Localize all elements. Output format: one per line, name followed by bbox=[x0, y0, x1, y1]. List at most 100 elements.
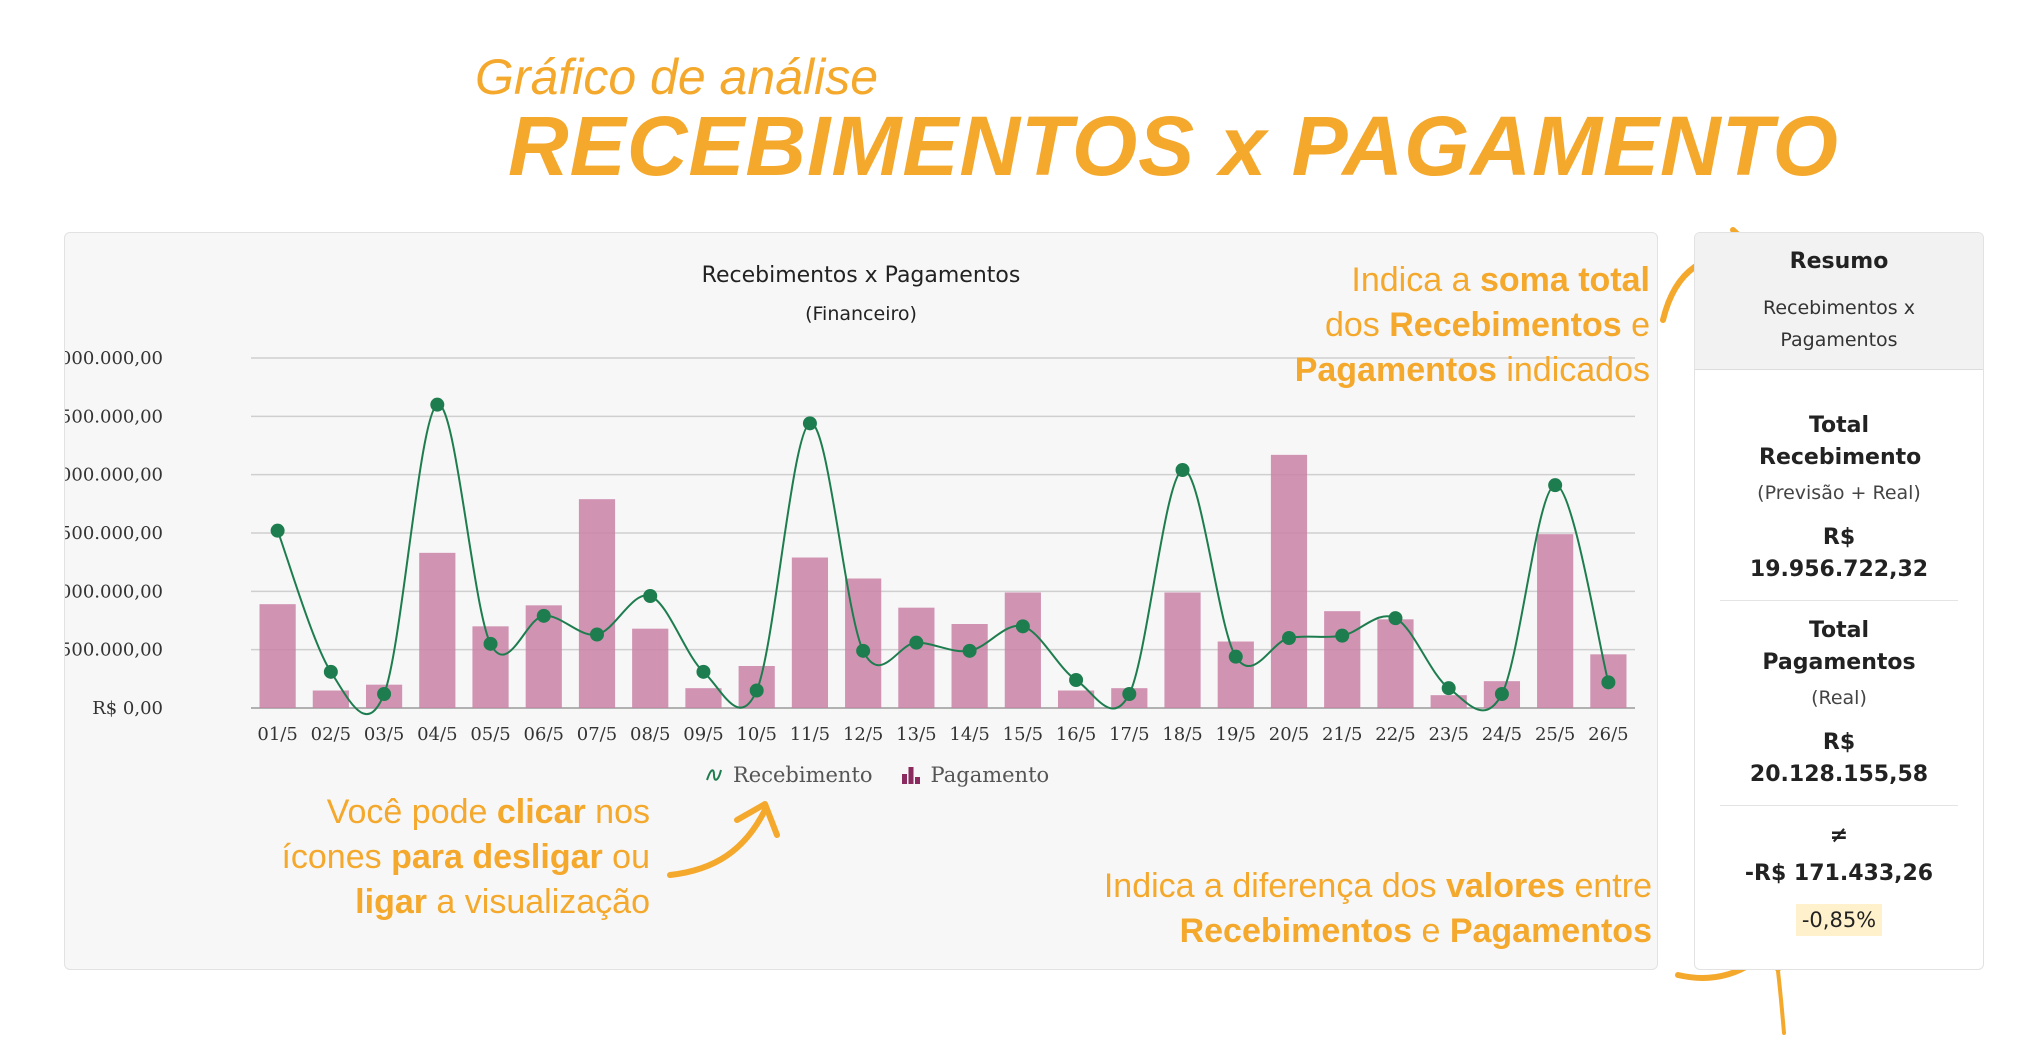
point-recebimento bbox=[909, 635, 924, 650]
y-tick-label: R$ 1.500.000,00 bbox=[65, 523, 163, 544]
chart-title: Recebimentos x Pagamentos bbox=[701, 263, 1021, 288]
y-tick-label: R$ 500.000,00 bbox=[65, 640, 163, 661]
annotation-soma-total: Indica a soma total dos Recebimentos e P… bbox=[1294, 261, 1650, 389]
x-tick-label: 21/5 bbox=[1322, 724, 1362, 745]
x-tick-label: 20/5 bbox=[1269, 724, 1309, 745]
total-pagamentos-currency: R$ bbox=[1822, 730, 1856, 755]
x-tick-label: 18/5 bbox=[1162, 724, 1202, 745]
x-tick-label: 11/5 bbox=[790, 724, 830, 745]
total-pagamentos-block: Total Pagamentos (Real) R$ 20.128.155,58 bbox=[1695, 615, 1983, 791]
bar-pagamento bbox=[791, 557, 829, 708]
point-recebimento bbox=[856, 643, 871, 658]
point-recebimento bbox=[483, 636, 498, 651]
x-tick-label: 23/5 bbox=[1428, 724, 1468, 745]
total-recebimento-block: Total Recebimento (Previsão + Real) R$ 1… bbox=[1695, 410, 1983, 586]
bar-pagamento bbox=[259, 604, 296, 708]
point-recebimento bbox=[696, 664, 711, 679]
x-tick-label: 03/5 bbox=[364, 724, 404, 745]
point-recebimento bbox=[1228, 649, 1243, 664]
total-recebimento-label: Total Recebimento bbox=[1759, 413, 1922, 470]
point-recebimento bbox=[802, 416, 817, 431]
chart-panel: Recebimentos x Pagamentos (Financeiro) R… bbox=[64, 232, 1658, 970]
chart-legend: Recebimento Pagamento bbox=[705, 763, 1049, 787]
x-tick-label: 06/5 bbox=[524, 724, 564, 745]
header-subtitle: Gráfico de análise bbox=[475, 49, 879, 105]
x-tick-label: 22/5 bbox=[1375, 724, 1415, 745]
line-series-icon bbox=[706, 769, 722, 781]
bar-pagamento bbox=[632, 628, 669, 708]
x-tick-label: 26/5 bbox=[1588, 724, 1628, 745]
bar-pagamento bbox=[1164, 592, 1201, 708]
bar-pagamento bbox=[419, 552, 456, 708]
point-recebimento bbox=[1069, 673, 1084, 687]
annotation-click-icons: Você pode clicar nos ícones para desliga… bbox=[281, 793, 650, 921]
x-tick-label: 25/5 bbox=[1535, 724, 1575, 745]
summary-panel: Resumo Recebimentos x Pagamentos Total R… bbox=[1694, 232, 1984, 970]
chart-subtitle: (Financeiro) bbox=[805, 303, 917, 325]
point-recebimento bbox=[323, 664, 338, 679]
x-tick-label: 19/5 bbox=[1216, 724, 1256, 745]
point-recebimento bbox=[1548, 478, 1563, 493]
x-tick-label: 24/5 bbox=[1482, 724, 1522, 745]
bar-pagamento bbox=[578, 499, 616, 708]
point-recebimento bbox=[1122, 687, 1137, 701]
chart-plot: R$ 0,00 R$ 500.000,00 R$ 1.000.000,00 R$ 1.… bbox=[65, 348, 1635, 745]
total-recebimento-value: 19.956.722,32 bbox=[1749, 557, 1929, 582]
x-tick-label: 09/5 bbox=[683, 724, 723, 745]
point-recebimento bbox=[749, 683, 764, 698]
summary-header: Resumo Recebimentos x Pagamentos bbox=[1695, 233, 1983, 370]
bar-pagamento bbox=[312, 690, 349, 708]
point-recebimento bbox=[1015, 619, 1030, 634]
summary-subtitle: Recebimentos x Pagamentos bbox=[1762, 297, 1915, 351]
x-tick-label: 02/5 bbox=[311, 724, 351, 745]
x-tick-label: 01/5 bbox=[257, 724, 297, 745]
bar-pagamento bbox=[685, 688, 722, 708]
x-tick-label: 14/5 bbox=[949, 724, 989, 745]
summary-divider bbox=[1720, 600, 1958, 601]
x-tick-label: 15/5 bbox=[1003, 724, 1043, 745]
point-recebimento bbox=[270, 523, 285, 538]
not-equal-icon: ≠ bbox=[1829, 823, 1849, 848]
y-tick-label: R$ 3.000.000,00 bbox=[65, 348, 163, 369]
summary-divider bbox=[1720, 805, 1958, 806]
bar-pagamento bbox=[1537, 534, 1574, 708]
bar-pagamento bbox=[951, 624, 988, 708]
legend-item-recebimento[interactable]: Recebimento bbox=[705, 763, 873, 787]
bar-series-icon bbox=[901, 767, 920, 784]
total-recebimento-currency: R$ bbox=[1822, 525, 1856, 550]
x-tick-label: 12/5 bbox=[843, 724, 883, 745]
point-recebimento bbox=[1335, 628, 1350, 643]
total-recebimento-note: (Previsão + Real) bbox=[1757, 482, 1921, 504]
x-tick-label: 16/5 bbox=[1056, 724, 1096, 745]
point-recebimento bbox=[536, 608, 551, 623]
summary-title: Resumo bbox=[1789, 249, 1889, 274]
legend-item-pagamento[interactable]: Pagamento bbox=[901, 763, 1050, 787]
point-recebimento bbox=[962, 643, 977, 658]
y-tick-label: R$ 0,00 bbox=[92, 698, 163, 719]
header-title: RECEBIMENTOS x PAGAMENTO bbox=[508, 99, 1839, 193]
point-recebimento bbox=[377, 687, 392, 701]
bar-pagamento bbox=[1270, 454, 1308, 708]
bar-pagamento bbox=[898, 607, 935, 708]
x-tick-label: 04/5 bbox=[417, 724, 457, 745]
x-tick-label: 05/5 bbox=[470, 724, 510, 745]
bar-pagamento bbox=[1004, 592, 1041, 708]
diferenca-value: -R$ 171.433,26 bbox=[1744, 861, 1934, 886]
legend-label-recebimento: Recebimento bbox=[733, 763, 873, 787]
point-recebimento bbox=[643, 589, 658, 603]
arrow-to-legend-icon bbox=[667, 801, 780, 878]
y-tick-label: R$ 2.000.000,00 bbox=[65, 465, 163, 486]
point-recebimento bbox=[1441, 681, 1456, 696]
x-tick-label: 17/5 bbox=[1109, 724, 1149, 745]
y-tick-label: R$ 2.500.000,00 bbox=[65, 406, 163, 427]
bar-pagamento bbox=[1057, 690, 1095, 708]
x-tick-label: 07/5 bbox=[577, 724, 617, 745]
y-tick-label: R$ 1.000.000,00 bbox=[65, 581, 163, 602]
point-recebimento bbox=[430, 397, 445, 412]
legend-label-pagamento: Pagamento bbox=[930, 763, 1050, 787]
point-recebimento bbox=[1601, 675, 1616, 690]
point-recebimento bbox=[1388, 611, 1403, 626]
diferenca-block: ≠ -R$ 171.433,26 -0,85% bbox=[1695, 820, 1983, 936]
total-pagamentos-note: (Real) bbox=[1811, 687, 1867, 709]
x-tick-label: 13/5 bbox=[896, 724, 936, 745]
